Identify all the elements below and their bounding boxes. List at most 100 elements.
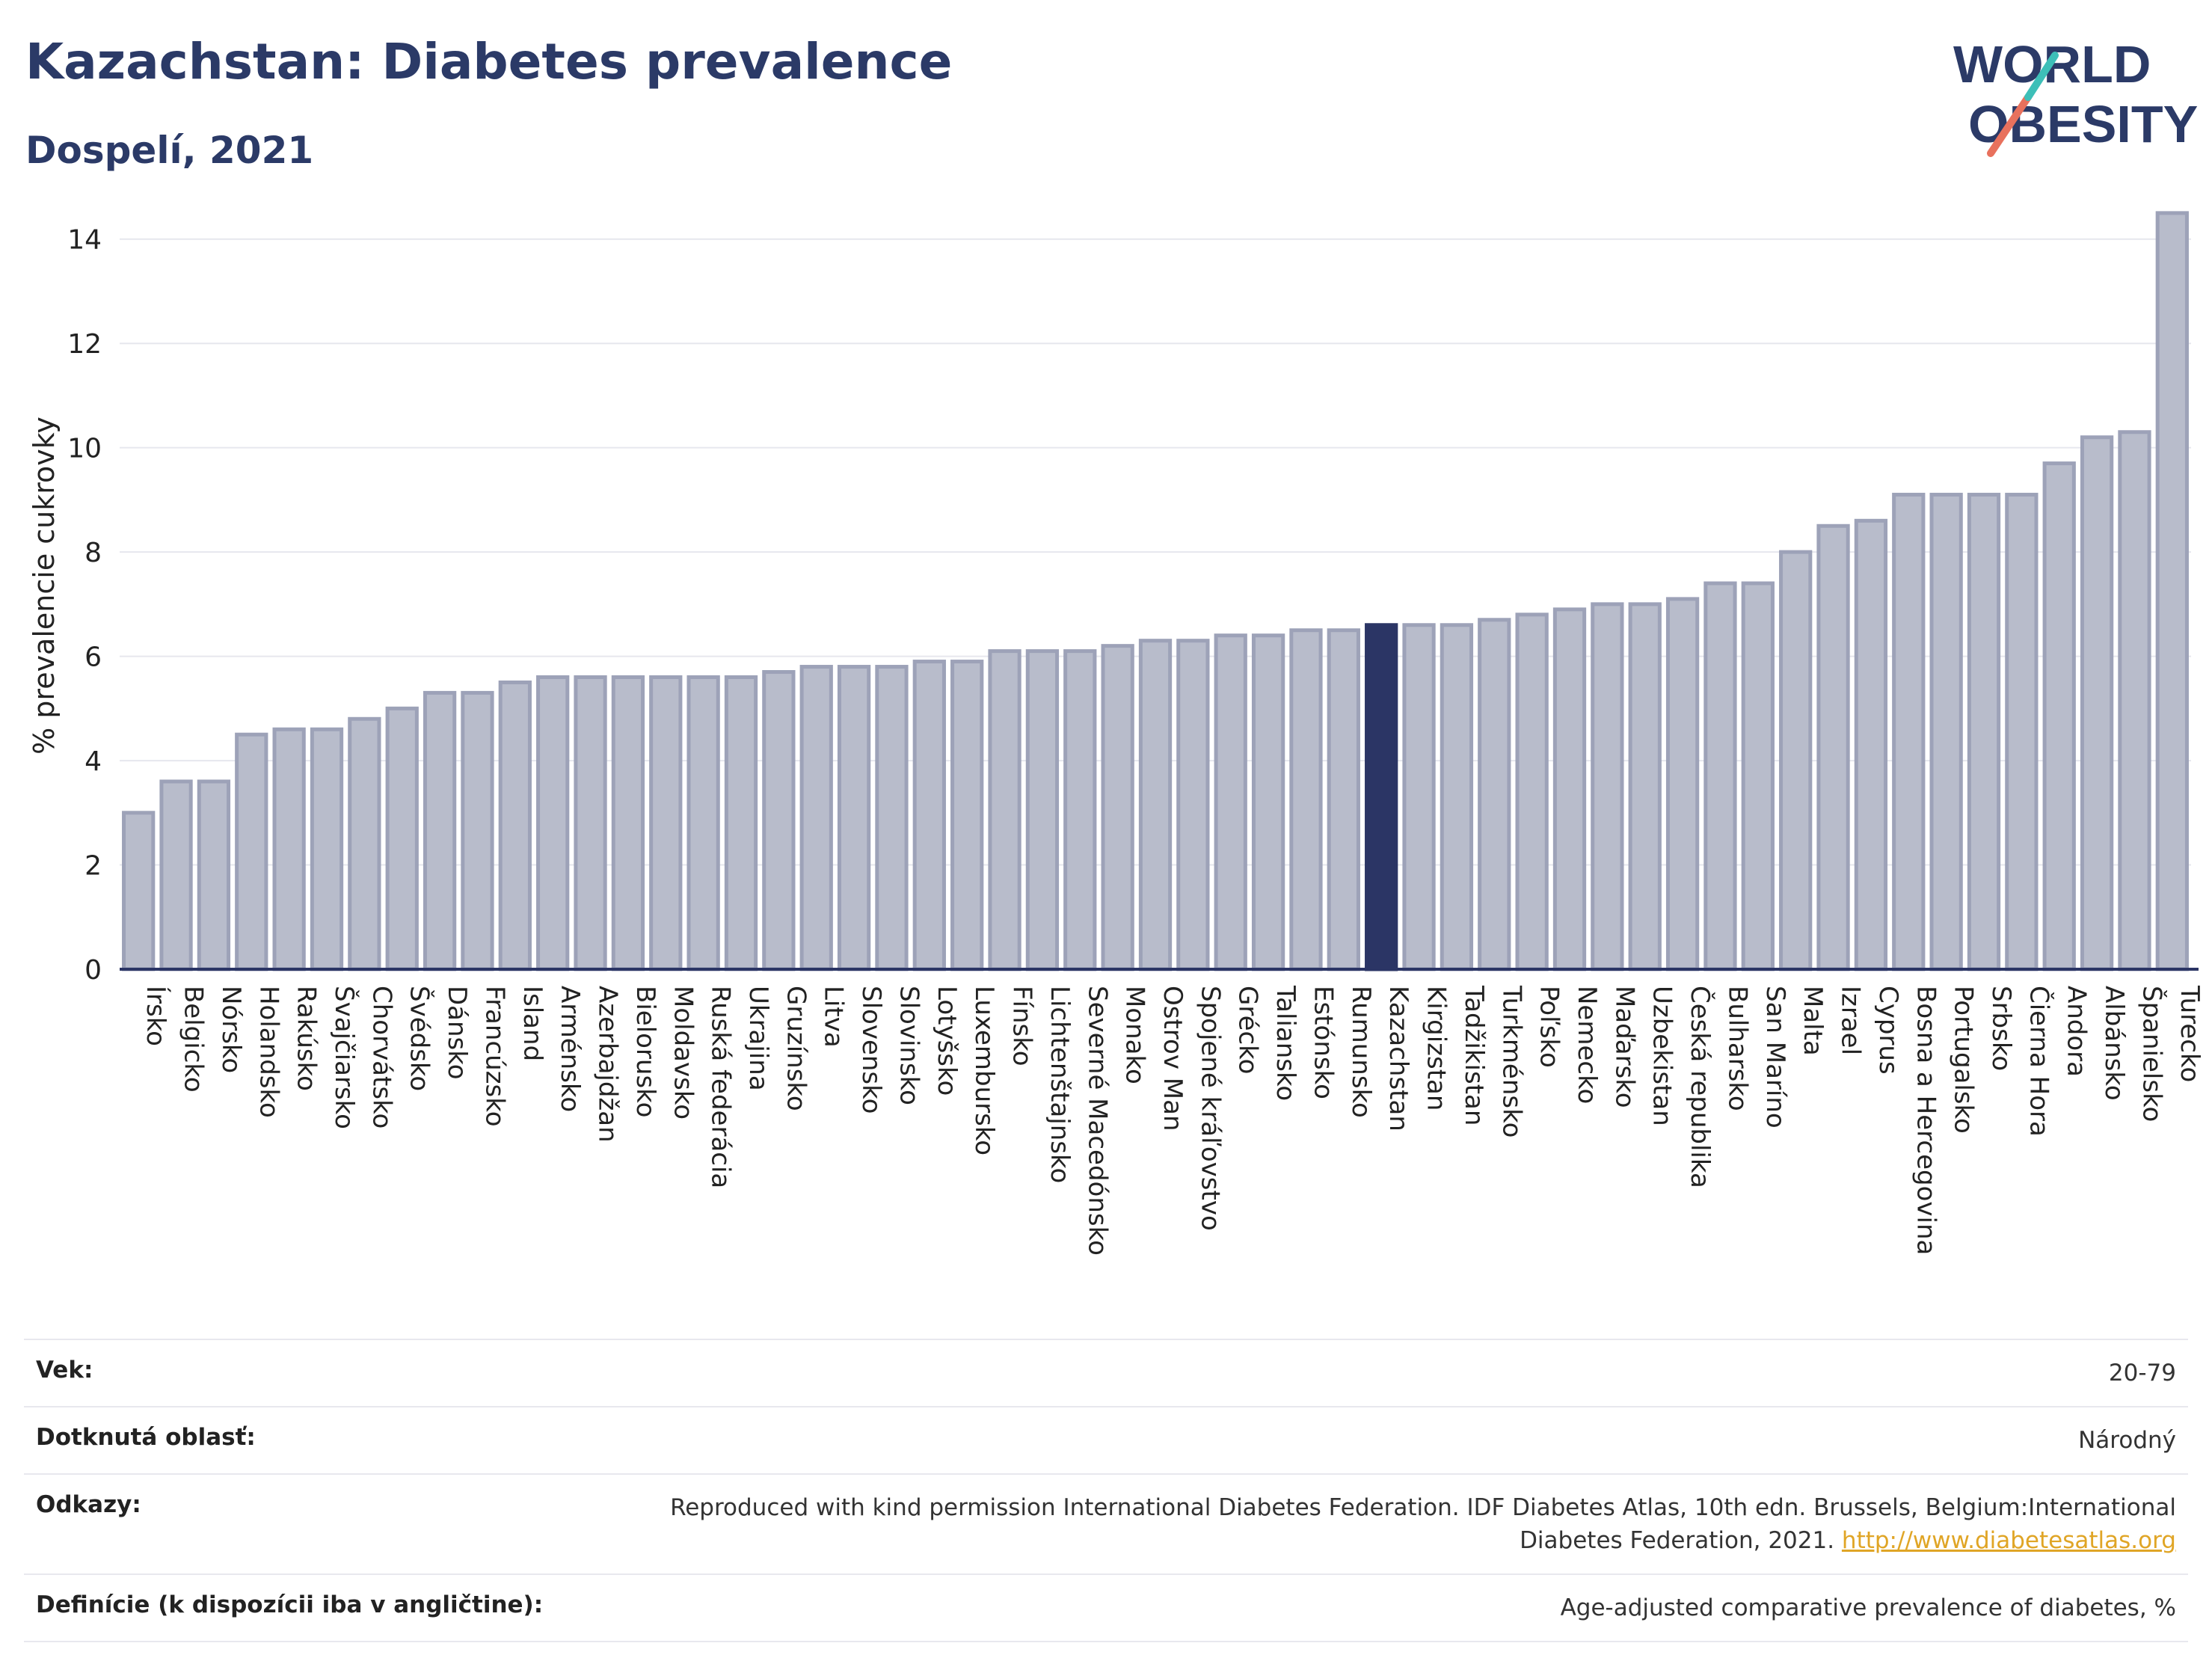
x-tick-label: Kirgizstan xyxy=(1422,986,1451,1111)
x-tick-label: Nemecko xyxy=(1572,986,1602,1104)
bar xyxy=(1892,492,1926,971)
bar xyxy=(1929,492,1963,971)
bar xyxy=(498,680,532,971)
y-tick-label: 8 xyxy=(85,538,102,568)
x-tick-label: Čierna Hora xyxy=(2024,986,2054,1137)
info-row-age: Vek: 20-79 xyxy=(24,1339,2188,1406)
bar xyxy=(1591,602,1624,971)
y-axis-ticks: 0 2 4 6 8 10 12 14 xyxy=(67,225,102,986)
info-label: Vek: xyxy=(36,1357,93,1384)
x-tick-label: Grécko xyxy=(1233,986,1263,1074)
logo-slash-teal xyxy=(2024,52,2059,101)
bar xyxy=(950,660,984,971)
info-value-references: Reproduced with kind permission Internat… xyxy=(643,1491,2176,1557)
y-axis-label: % prevalencie cukrovky xyxy=(28,417,61,755)
bar xyxy=(1251,633,1285,971)
x-tick-label: Litva xyxy=(819,986,849,1048)
x-tick-label: Česká republika xyxy=(1685,986,1715,1188)
bar xyxy=(1703,581,1737,971)
bar xyxy=(1515,612,1549,971)
bar xyxy=(1779,550,1813,971)
x-tick-label: Island xyxy=(517,986,547,1061)
x-tick-label: Ruská federácia xyxy=(706,986,736,1188)
bar xyxy=(1967,492,2001,971)
x-tick-label: Ostrov Man xyxy=(1158,986,1188,1132)
x-tick-label: Francúzsko xyxy=(479,986,509,1127)
bar xyxy=(724,675,758,971)
x-tick-label: Srbsko xyxy=(1986,986,2016,1071)
reference-link[interactable]: http://www.diabetesatlas.org xyxy=(1841,1527,2176,1554)
x-tick-label: Švajčiarsko xyxy=(329,986,360,1129)
x-tick-label: Belgicko xyxy=(179,986,209,1093)
x-tick-label: Bosna a Hercegovina xyxy=(1911,986,1941,1255)
info-label: Definície (k dispozícii iba v angličtine… xyxy=(36,1591,544,1618)
bar xyxy=(385,706,419,971)
info-value: Age-adjusted comparative prevalence of d… xyxy=(1560,1594,2176,1621)
x-tick-label: Kazachstan xyxy=(1383,986,1413,1132)
x-tick-label: Lichtenštajnsko xyxy=(1045,986,1075,1183)
x-tick-label: Bielorusko xyxy=(630,986,660,1117)
x-tick-label: Azerbajdžan xyxy=(593,986,623,1143)
x-tick-label: Gruzínsko xyxy=(781,986,811,1111)
bar xyxy=(272,727,306,971)
bar xyxy=(799,665,833,971)
bar xyxy=(1478,618,1511,971)
bar-highlight xyxy=(1365,623,1398,971)
bar xyxy=(1289,628,1323,971)
info-label: Odkazy: xyxy=(36,1491,141,1518)
x-tick-label: Švédsko xyxy=(405,986,435,1091)
bar xyxy=(1440,623,1474,971)
x-tick-label: Malta xyxy=(1798,986,1828,1056)
x-tick-label: Španielsko xyxy=(2136,986,2167,1122)
x-tick-label: Turecko xyxy=(2175,985,2205,1082)
y-tick-label: 0 xyxy=(85,955,102,986)
info-value: Národný xyxy=(2078,1427,2176,1454)
x-axis-labels: Írsko Belgicko Nórsko Holandsko Rakúsko Švajč… xyxy=(141,985,2205,1256)
x-tick-label: Izrael xyxy=(1836,986,1866,1055)
page-title: Kazachstan: Diabetes prevalence xyxy=(25,33,953,90)
bar xyxy=(197,779,231,971)
bar xyxy=(837,665,871,971)
x-tick-label: Spojené kráľovstvo xyxy=(1195,986,1225,1231)
x-tick-label: Nórsko xyxy=(216,986,246,1073)
x-tick-label: Rumunsko xyxy=(1346,986,1376,1118)
bar xyxy=(1402,623,1436,971)
x-tick-label: Maďarsko xyxy=(1609,986,1639,1108)
bar xyxy=(1552,607,1587,971)
bar-chart: 0 2 4 6 8 10 12 14 Írsko Belgicko Nórsko Holandsko… xyxy=(28,211,2205,1256)
x-tick-label: Severné Macedónsko xyxy=(1082,986,1112,1256)
x-tick-label: Taliansko xyxy=(1271,985,1300,1101)
y-tick-label: 2 xyxy=(85,851,102,882)
x-tick-label: Luxembursko xyxy=(969,986,999,1155)
bar xyxy=(536,675,570,971)
bar xyxy=(2080,435,2114,971)
info-value: 20-79 xyxy=(2108,1360,2176,1387)
bar xyxy=(1214,633,1247,971)
bar xyxy=(1025,649,1060,971)
x-tick-label: Monako xyxy=(1120,986,1150,1084)
x-tick-label: Lotyšsko xyxy=(932,986,962,1096)
bar xyxy=(2042,461,2076,971)
logo-slash-red xyxy=(1987,93,2032,157)
y-tick-label: 12 xyxy=(67,329,102,360)
bar xyxy=(2005,492,2039,971)
bar xyxy=(2155,211,2189,971)
x-tick-label: Andora xyxy=(2062,986,2092,1077)
bar xyxy=(686,675,720,971)
x-tick-label: Moldavsko xyxy=(668,986,698,1120)
bar xyxy=(310,727,344,971)
reference-text: Reproduced with kind permission Internat… xyxy=(670,1494,2176,1554)
bar xyxy=(1854,518,1888,971)
bar xyxy=(423,690,457,971)
bar xyxy=(235,732,268,971)
bar xyxy=(1101,644,1134,971)
bar xyxy=(762,670,796,971)
info-table: Vek: 20-79 Dotknutá oblasť: Národný Odka… xyxy=(24,1339,2188,1642)
x-tick-label: Tadžikistan xyxy=(1459,985,1489,1126)
x-tick-label: Estónsko xyxy=(1308,986,1338,1099)
x-tick-label: Slovinsko xyxy=(894,986,924,1105)
x-tick-label: Slovensko xyxy=(856,986,886,1114)
info-label: Dotknutá oblasť: xyxy=(36,1424,256,1451)
bar xyxy=(2118,430,2151,971)
bar xyxy=(1816,523,1850,971)
